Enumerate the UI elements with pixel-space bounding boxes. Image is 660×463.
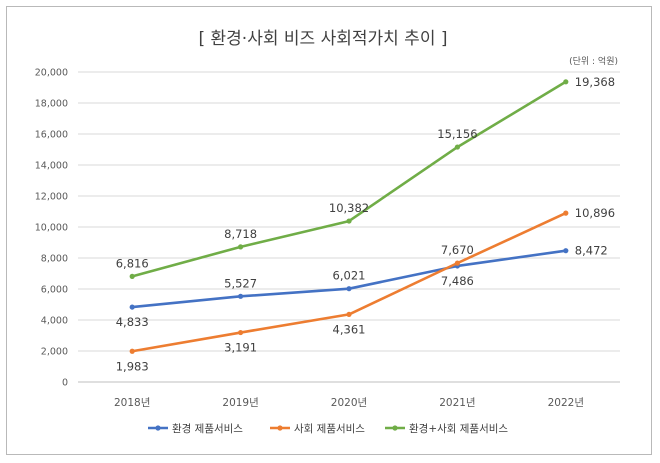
y-tick-label: 14,000 <box>35 161 68 172</box>
data-label: 4,361 <box>333 322 366 336</box>
x-tick-label: 2018년 <box>114 397 150 409</box>
data-point <box>563 248 569 254</box>
x-tick-label: 2021년 <box>439 397 475 409</box>
legend-label: 환경+사회 제품서비스 <box>409 422 508 435</box>
data-point <box>129 348 135 354</box>
data-point <box>129 273 135 279</box>
data-point <box>346 286 352 292</box>
data-label: 6,816 <box>116 256 149 270</box>
y-tick-label: 10,000 <box>35 223 68 234</box>
data-label: 1,983 <box>116 359 149 373</box>
series-line <box>130 80 568 278</box>
y-tick-label: 0 <box>62 378 68 389</box>
data-label: 15,156 <box>437 127 477 141</box>
data-label: 7,670 <box>441 243 474 257</box>
data-label: 5,527 <box>224 276 257 290</box>
y-tick-label: 6,000 <box>41 285 68 296</box>
data-label: 7,486 <box>441 274 474 288</box>
data-label: 10,896 <box>575 206 615 220</box>
data-label: 3,191 <box>224 341 257 355</box>
y-tick-label: 8,000 <box>41 254 68 265</box>
data-point <box>454 144 460 150</box>
x-tick-label: 2019년 <box>222 397 258 409</box>
legend-marker <box>392 425 398 431</box>
legend-marker <box>155 425 161 431</box>
data-label: 19,368 <box>575 75 615 89</box>
y-tick-label: 2,000 <box>41 347 68 358</box>
data-point <box>346 218 352 224</box>
legend-label: 환경 제품서비스 <box>172 422 243 435</box>
data-point <box>238 244 244 250</box>
legend-label: 사회 제품서비스 <box>294 423 365 435</box>
data-point <box>454 260 460 266</box>
y-tick-label: 12,000 <box>35 192 68 203</box>
data-point <box>346 311 352 318</box>
x-tick-label: 2022년 <box>548 397 584 409</box>
legend-marker <box>277 425 283 431</box>
y-tick-label: 20,000 <box>35 68 68 79</box>
chart-frame <box>6 6 652 455</box>
chart-title: [ 환경·사회 비즈 사회적가치 추이 ] <box>198 29 447 49</box>
y-tick-label: 16,000 <box>35 130 68 141</box>
data-point <box>129 304 135 310</box>
data-label: 6,021 <box>333 269 366 283</box>
data-label: 4,833 <box>116 315 149 329</box>
data-label: 8,472 <box>575 244 608 258</box>
data-label: 10,382 <box>329 201 369 215</box>
data-point <box>563 79 569 85</box>
data-point <box>238 329 244 336</box>
data-point <box>563 210 569 216</box>
x-tick-label: 2020년 <box>331 397 367 409</box>
data-label: 8,718 <box>224 227 257 241</box>
y-tick-label: 18,000 <box>35 99 68 110</box>
unit-note: (단위 : 억원) <box>569 55 618 67</box>
y-tick-label: 4,000 <box>41 316 68 327</box>
data-point <box>238 293 244 299</box>
